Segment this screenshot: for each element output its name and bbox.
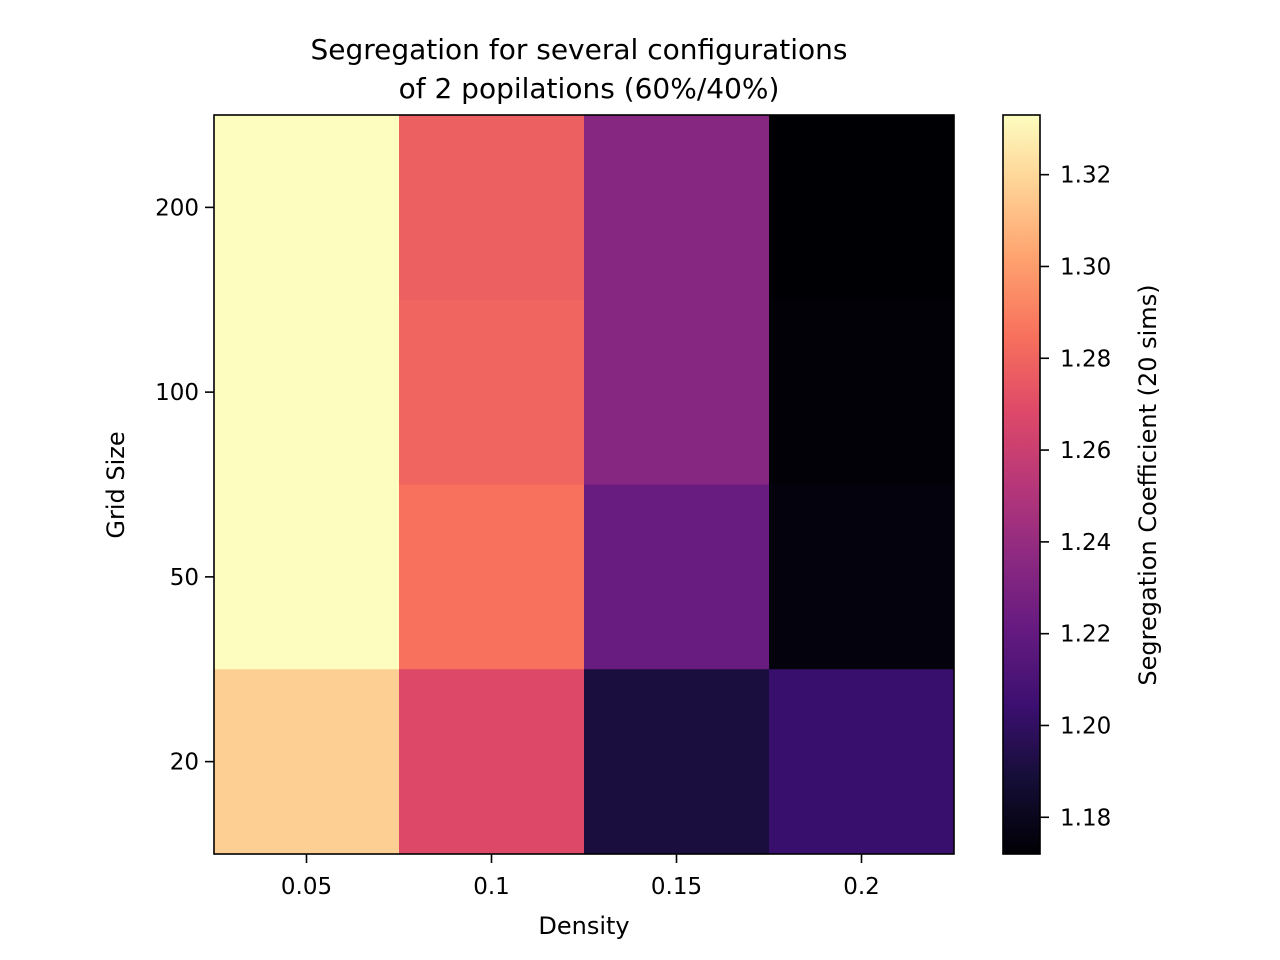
colorbar <box>1003 115 1040 854</box>
heatmap-cell <box>399 669 585 855</box>
heatmap-cells <box>214 115 955 855</box>
heatmap-cell <box>769 484 955 670</box>
colorbar-tick-label: 1.18 <box>1060 805 1111 831</box>
heatmap-cell <box>214 115 400 301</box>
y-tick-label: 20 <box>170 750 199 776</box>
heatmap-cell <box>214 299 400 485</box>
heatmap-cell <box>214 484 400 670</box>
colorbar-tick-label: 1.22 <box>1060 622 1111 648</box>
x-tick-label: 0.2 <box>843 874 880 900</box>
x-tick-label: 0.1 <box>473 874 510 900</box>
heatmap-cell <box>399 115 585 301</box>
y-axis-ticks: 200 100 50 20 <box>155 195 214 776</box>
x-tick-label: 0.05 <box>281 874 332 900</box>
heatmap-cell <box>584 299 770 485</box>
heatmap-cell <box>769 299 955 485</box>
x-axis-ticks: 0.05 0.1 0.15 0.2 <box>281 854 880 900</box>
x-tick-label: 0.15 <box>651 874 702 900</box>
heatmap-cell <box>769 115 955 301</box>
heatmap-cell <box>214 669 400 855</box>
colorbar-tick-label: 1.30 <box>1060 254 1111 280</box>
colorbar-tick-label: 1.24 <box>1060 530 1111 556</box>
heatmap-cell <box>769 669 955 855</box>
colorbar-tick-label: 1.28 <box>1060 346 1111 372</box>
colorbar-label: Segregation Coefficient (20 sims) <box>1134 284 1162 685</box>
y-tick-label: 50 <box>170 565 199 591</box>
chart-title-line-2: of 2 popilations (60%/40%) <box>399 72 780 105</box>
chart-title-line-1: Segregation for several configurations <box>310 33 847 66</box>
colorbar-ticks: 1.18 1.20 1.22 1.24 1.26 1.28 1.30 1.32 <box>1040 163 1111 831</box>
colorbar-frame <box>1002 114 1041 855</box>
colorbar-tick-label: 1.32 <box>1060 163 1111 189</box>
colorbar-tick-label: 1.26 <box>1060 438 1111 464</box>
heatmap-cell <box>584 115 770 301</box>
heatmap-cell <box>584 669 770 855</box>
heatmap-cell <box>399 484 585 670</box>
y-tick-label: 200 <box>155 195 199 221</box>
y-axis-label: Grid Size <box>102 431 130 538</box>
heatmap-cell <box>399 299 585 485</box>
y-tick-label: 100 <box>155 380 199 406</box>
plot-frame <box>213 114 955 855</box>
heatmap-cell <box>584 484 770 670</box>
colorbar-tick-label: 1.20 <box>1060 713 1111 739</box>
x-axis-label: Density <box>538 912 629 940</box>
